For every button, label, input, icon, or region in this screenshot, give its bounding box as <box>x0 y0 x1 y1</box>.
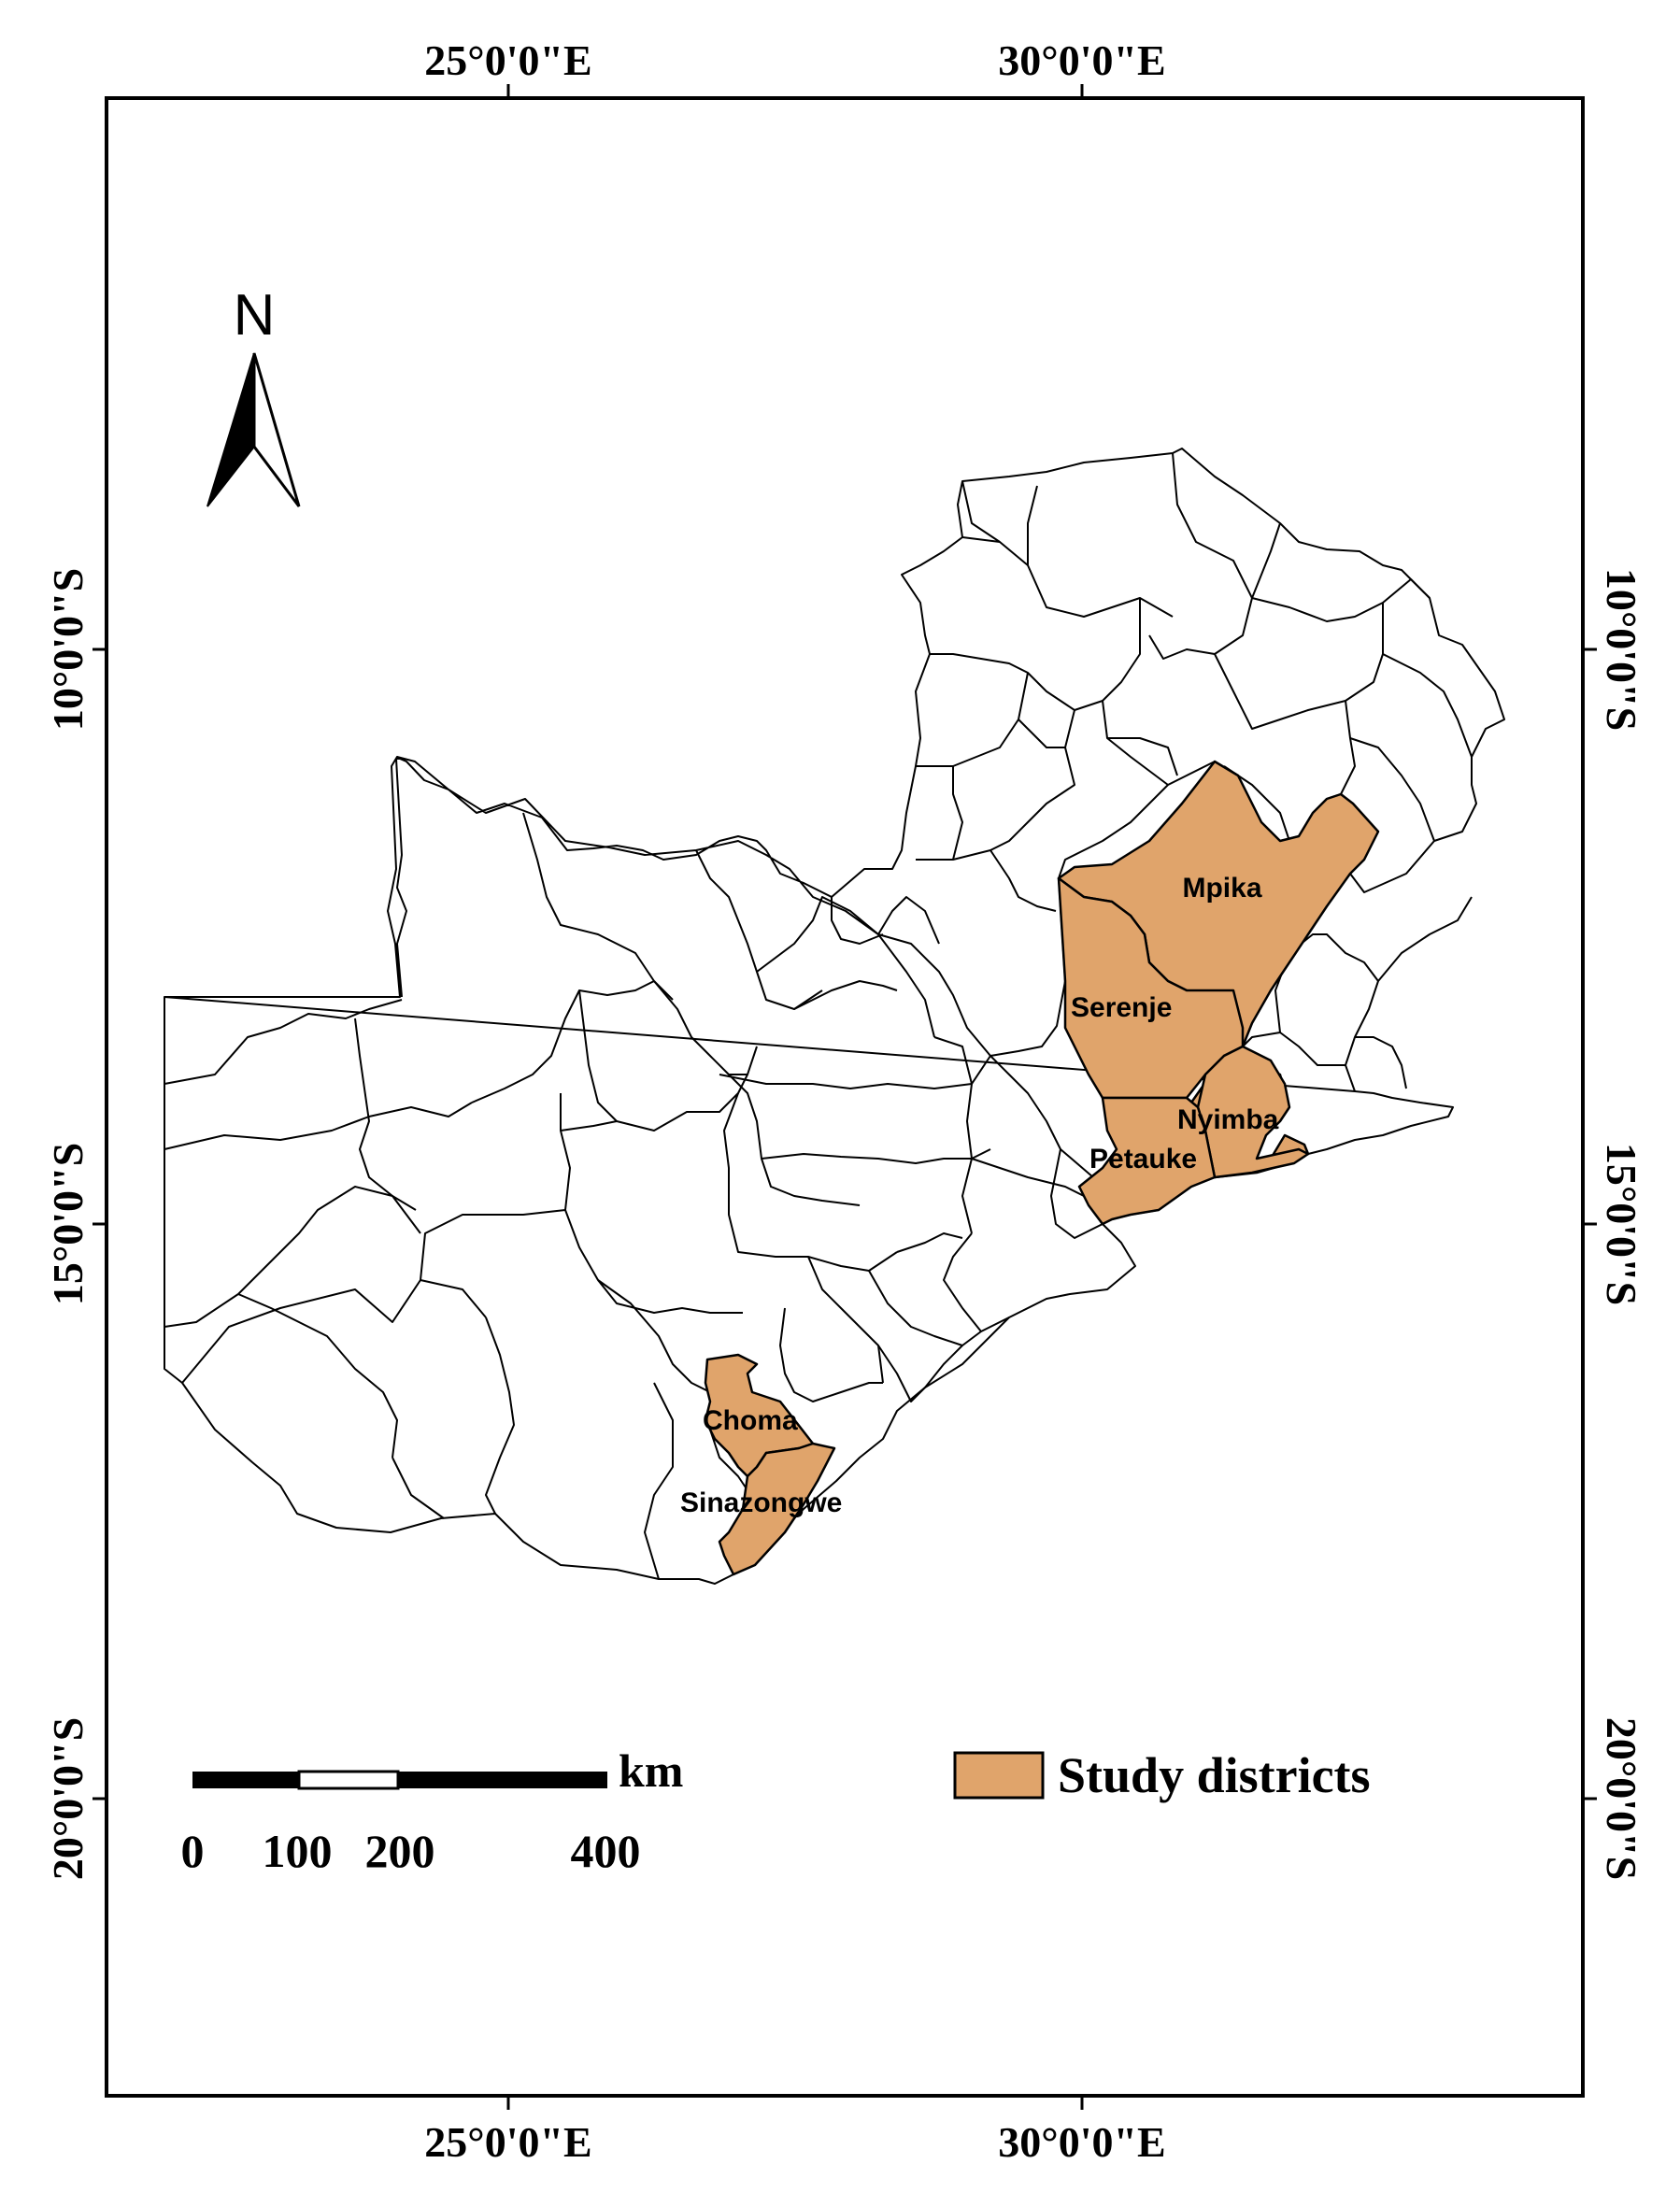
district-sinazongwe <box>718 1442 836 1576</box>
bottom-longitude-label-25e: 25°0'0"E <box>424 2118 591 2166</box>
label-sinazongwe: Sinazongwe <box>680 1487 842 1518</box>
top-longitude-label-30e: 30°0'0"E <box>998 36 1165 84</box>
north-letter: N <box>234 283 276 348</box>
label-choma: Choma <box>703 1405 798 1436</box>
district-boundaries <box>164 452 1473 1580</box>
graticule-ticks <box>93 84 1597 2110</box>
map-frame <box>105 96 1585 2098</box>
district-petauke <box>1077 1096 1217 1226</box>
legend: Study districts <box>953 1747 1371 1803</box>
scale-tick-400: 400 <box>571 1825 641 1877</box>
scale-tick-200: 200 <box>365 1825 435 1877</box>
scale-bar: km 0 100 200 400 <box>181 1744 684 1877</box>
label-petauke: Petauke <box>1089 1144 1197 1174</box>
scale-tick-100: 100 <box>263 1825 333 1877</box>
right-latitude-label-15s: 15°0'0"S <box>1598 1143 1645 1305</box>
study-districts <box>704 760 1380 1576</box>
left-latitude-label-15s: 15°0'0"S <box>44 1143 92 1305</box>
label-serenje: Serenje <box>1071 992 1172 1023</box>
label-nyimba: Nyimba <box>1177 1104 1279 1135</box>
district-serenje <box>1057 876 1245 1100</box>
bottom-longitude-label-30e: 30°0'0"E <box>998 2118 1165 2166</box>
scale-tick-0: 0 <box>181 1825 205 1877</box>
left-latitude-label-10s: 10°0'0"S <box>44 568 92 731</box>
left-latitude-label-20s: 20°0'0"S <box>44 1717 92 1880</box>
right-latitude-label-10s: 10°0'0"S <box>1598 568 1645 731</box>
label-mpika: Mpika <box>1182 873 1261 904</box>
top-longitude-label-25e: 25°0'0"E <box>424 36 591 84</box>
country-outline <box>164 448 1505 1585</box>
legend-label: Study districts <box>1058 1747 1371 1803</box>
legend-swatch <box>953 1751 1045 1800</box>
north-arrow-icon: N <box>206 283 301 507</box>
scale-unit: km <box>619 1744 683 1797</box>
right-latitude-label-20s: 20°0'0"S <box>1598 1717 1645 1880</box>
